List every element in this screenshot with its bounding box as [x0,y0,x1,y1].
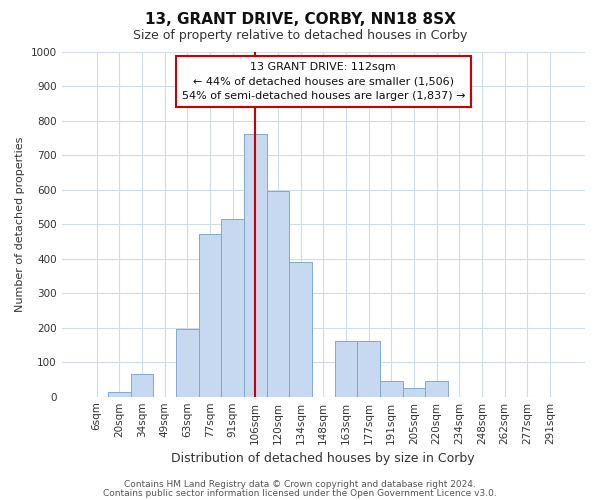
Text: Contains HM Land Registry data © Crown copyright and database right 2024.: Contains HM Land Registry data © Crown c… [124,480,476,489]
Bar [244,134,266,396]
Bar [380,381,403,396]
Bar [176,330,199,396]
Bar [357,342,380,396]
Bar [266,192,289,396]
Bar [335,342,357,396]
Bar [221,219,244,396]
Y-axis label: Number of detached properties: Number of detached properties [15,136,25,312]
Text: 13, GRANT DRIVE, CORBY, NN18 8SX: 13, GRANT DRIVE, CORBY, NN18 8SX [145,12,455,28]
Text: Size of property relative to detached houses in Corby: Size of property relative to detached ho… [133,29,467,42]
Bar [108,392,131,396]
Text: 13 GRANT DRIVE: 112sqm
← 44% of detached houses are smaller (1,506)
54% of semi-: 13 GRANT DRIVE: 112sqm ← 44% of detached… [182,62,465,102]
Bar [289,262,312,396]
X-axis label: Distribution of detached houses by size in Corby: Distribution of detached houses by size … [172,452,475,465]
Bar [403,388,425,396]
Bar [425,381,448,396]
Bar [131,374,154,396]
Text: Contains public sector information licensed under the Open Government Licence v3: Contains public sector information licen… [103,488,497,498]
Bar [199,234,221,396]
